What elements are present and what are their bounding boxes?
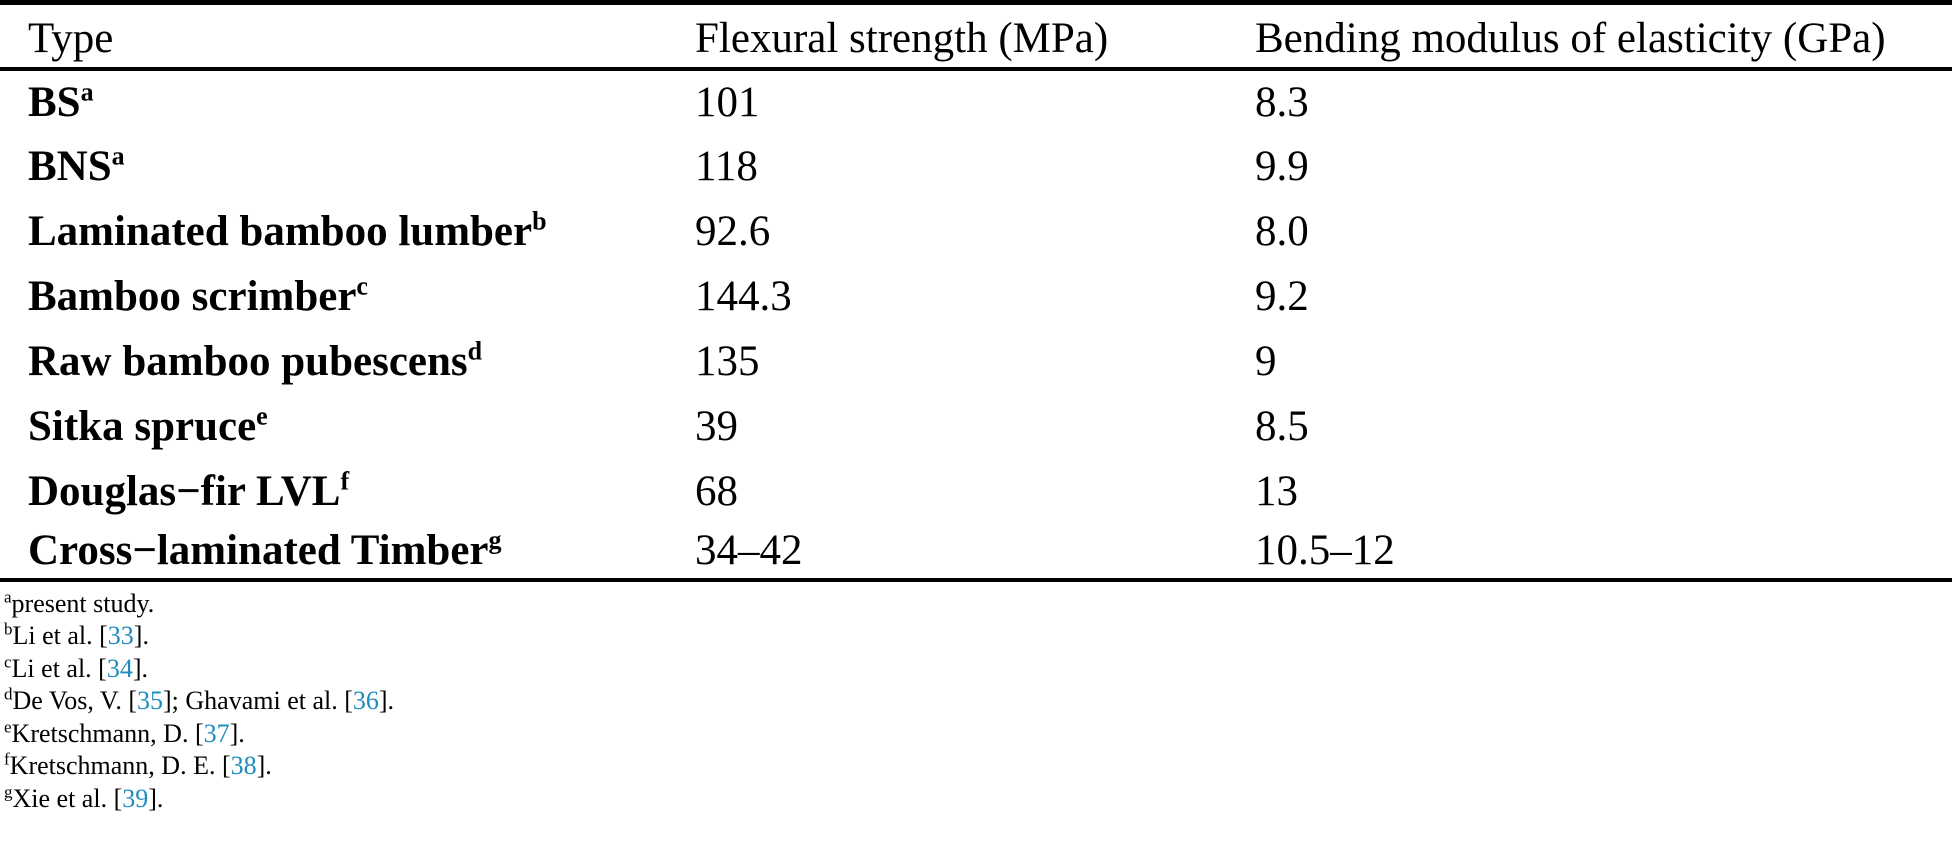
type-label: BS <box>28 78 81 126</box>
citation-link[interactable]: 36 <box>352 686 379 715</box>
flexural-strength-cell: 34–42 <box>695 523 1255 582</box>
flexural-strength-cell: 118 <box>695 142 758 190</box>
table-row: BSa 101 8.3 <box>0 69 1952 134</box>
type-label: Cross−laminated Timber <box>28 527 489 574</box>
footnote-line: dDe Vos, V. [35]; Ghavami et al. [36]. <box>4 685 1952 718</box>
footnotes: apresent study. bLi et al. [33]. cLi et al… <box>0 582 1952 816</box>
bending-modulus-cell: 9.9 <box>1255 142 1309 190</box>
flexural-strength-cell: 68 <box>695 467 738 515</box>
flexural-strength-cell: 101 <box>695 78 760 126</box>
footnote-text: ]. <box>132 653 149 683</box>
footnote-text: De Vos, V. [ <box>12 686 138 715</box>
bending-modulus-cell: 8.3 <box>1255 78 1309 126</box>
footnote-marker: g <box>4 781 13 801</box>
footnote-text: Kretschmann, D. E. [ <box>9 751 231 780</box>
type-cell: Bamboo scrimberc <box>0 264 695 329</box>
footnote-text: ]. <box>133 621 149 650</box>
footnote-line: apresent study. <box>4 588 1952 621</box>
footnote-marker: c <box>4 651 12 671</box>
table-row: Laminated bamboo lumberb 92.6 8.0 <box>0 199 1952 264</box>
type-cell: BNSa <box>0 134 695 199</box>
citation-link[interactable]: 33 <box>107 621 134 650</box>
citation-link[interactable]: 37 <box>203 718 230 748</box>
footnote-marker: e <box>4 716 12 736</box>
citation-link[interactable]: 34 <box>106 653 133 683</box>
type-cell: Douglas−fir LVLf <box>0 459 695 524</box>
footnote-marker: d <box>4 684 13 704</box>
footnote-marker: c <box>356 271 368 301</box>
bending-modulus-cell: 8.0 <box>1255 207 1309 255</box>
citation-link[interactable]: 39 <box>122 783 149 813</box>
type-label: Sitka spruce <box>28 402 257 450</box>
bending-modulus-cell: 13 <box>1255 467 1298 515</box>
column-header-bending-modulus: Bending modulus of elasticity (GPa) <box>1255 2 1952 71</box>
table-body: BSa 101 8.3 BNSa 118 9.9 Laminated bambo… <box>0 69 1952 582</box>
header-row: Type Flexural strength (MPa) Bending mod… <box>0 2 1952 71</box>
bending-modulus-cell: 8.5 <box>1255 402 1309 450</box>
table-row: Sitka sprucee 39 8.5 <box>0 394 1952 459</box>
type-label: BNS <box>28 142 112 190</box>
citation-link[interactable]: 38 <box>230 751 257 780</box>
footnote-marker: a <box>80 77 94 107</box>
footnote-marker: d <box>467 336 483 366</box>
table-row: Bamboo scrimberc 144.3 9.2 <box>0 264 1952 329</box>
flexural-strength-cell: 92.6 <box>695 207 771 255</box>
footnote-line: bLi et al. [33]. <box>4 620 1952 653</box>
footnote-marker: g <box>488 525 502 555</box>
type-label: Raw bamboo pubescens <box>28 337 468 385</box>
footnote-line: gXie et al. [39]. <box>4 783 1952 816</box>
column-header-type: Type <box>0 2 695 71</box>
footnote-text: ]. <box>256 751 272 780</box>
footnote-text: ]. <box>378 686 395 715</box>
table-row: Cross−laminated Timberg 34–42 10.5–12 <box>0 523 1952 582</box>
type-label: Bamboo scrimber <box>28 272 357 320</box>
citation-link[interactable]: 35 <box>137 686 164 715</box>
footnote-marker: b <box>4 619 13 639</box>
footnote-marker: e <box>256 401 268 431</box>
footnote-text: ]. <box>229 718 245 748</box>
footnote-text: Li et al. [ <box>11 653 107 683</box>
bending-modulus-cell: 10.5–12 <box>1255 523 1952 582</box>
type-label: Douglas−fir LVL <box>28 467 341 515</box>
footnote-text: ]; Ghavami et al. [ <box>163 686 353 715</box>
footnote-marker: a <box>4 586 12 606</box>
flexural-strength-cell: 144.3 <box>695 272 792 320</box>
bending-modulus-cell: 9.2 <box>1255 272 1309 320</box>
table-row: Raw bamboo pubescensd 135 9 <box>0 329 1952 394</box>
footnote-marker: f <box>4 749 10 769</box>
footnote-line: fKretschmann, D. E. [38]. <box>4 750 1952 783</box>
flexural-strength-cell: 39 <box>695 402 738 450</box>
footnote-line: cLi et al. [34]. <box>4 653 1952 686</box>
flexural-strength-cell: 135 <box>695 337 760 385</box>
type-cell: Raw bamboo pubescensd <box>0 329 695 394</box>
type-cell: Laminated bamboo lumberb <box>0 199 695 264</box>
comparison-table: Type Flexural strength (MPa) Bending mod… <box>0 0 1952 582</box>
footnote-line: eKretschmann, D. [37]. <box>4 718 1952 751</box>
type-label: Laminated bamboo lumber <box>28 207 533 255</box>
footnote-marker: a <box>111 141 125 171</box>
column-header-flexural-strength: Flexural strength (MPa) <box>695 2 1255 71</box>
table-row: BNSa 118 9.9 <box>0 134 1952 199</box>
bending-modulus-cell: 9 <box>1255 337 1277 385</box>
footnote-marker: b <box>532 206 547 236</box>
type-cell: BSa <box>0 69 695 134</box>
footnote-text: Xie et al. [ <box>12 783 123 813</box>
table-row: Douglas−fir LVLf 68 13 <box>0 459 1952 524</box>
footnote-text: Li et al. [ <box>12 621 108 650</box>
type-cell: Sitka sprucee <box>0 394 695 459</box>
footnote-text: present study. <box>11 588 155 618</box>
type-cell: Cross−laminated Timberg <box>0 523 695 582</box>
footnote-marker: f <box>340 466 350 496</box>
footnote-text: ]. <box>148 783 164 813</box>
footnote-text: Kretschmann, D. [ <box>11 718 204 748</box>
